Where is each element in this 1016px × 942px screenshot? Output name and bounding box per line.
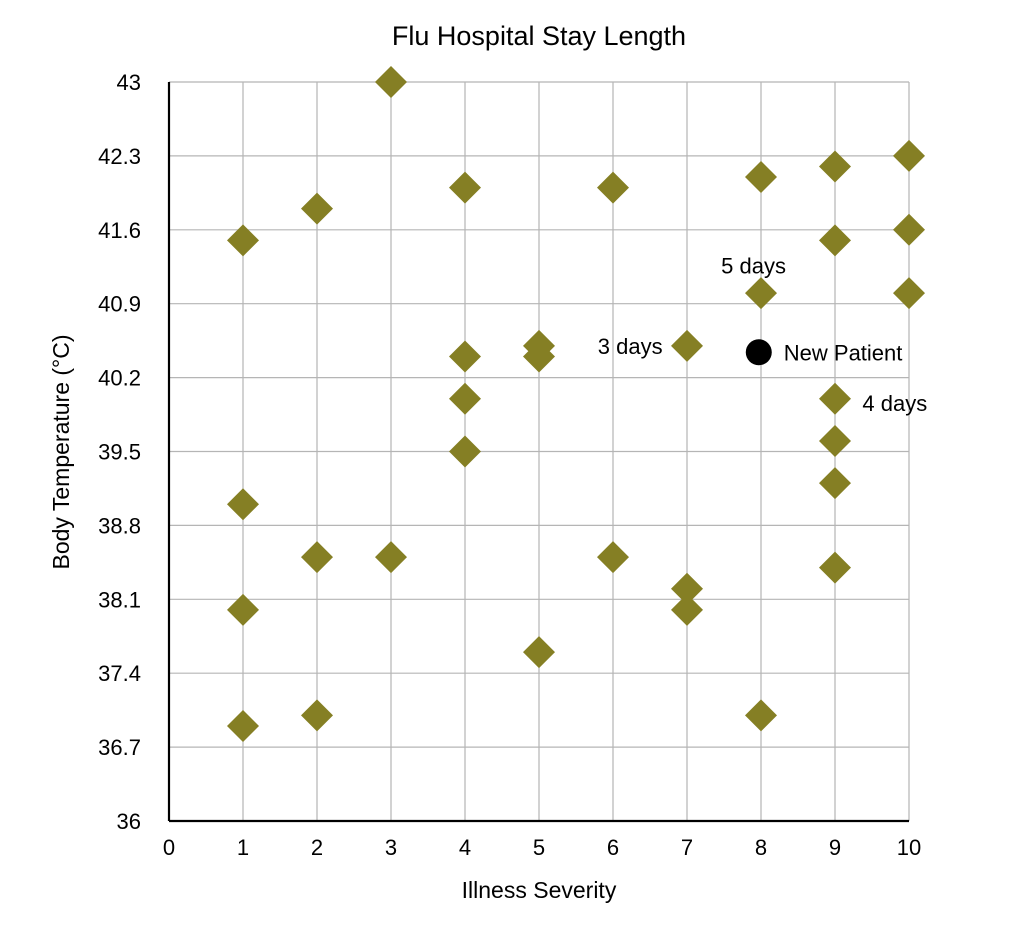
data-point-diamond: [449, 340, 481, 373]
data-point-diamond: [449, 171, 481, 204]
y-tick-label: 37.4: [98, 661, 141, 686]
data-point-diamond: [227, 709, 259, 742]
y-tick-label: 36: [117, 809, 141, 834]
x-tick-label: 2: [311, 835, 323, 860]
y-tick-label: 38.1: [98, 587, 141, 612]
x-tick-label: 10: [897, 835, 921, 860]
x-tick-label: 5: [533, 835, 545, 860]
data-point-diamond: [597, 541, 629, 574]
x-tick-label: 7: [681, 835, 693, 860]
x-tick-label: 6: [607, 835, 619, 860]
data-point-diamond: [745, 699, 777, 732]
x-tick-label: 1: [237, 835, 249, 860]
x-tick-label: 9: [829, 835, 841, 860]
x-tick-label: 3: [385, 835, 397, 860]
data-point-diamond: [227, 488, 259, 521]
x-tick-label: 4: [459, 835, 471, 860]
annotation-label: 4 days: [862, 391, 927, 416]
data-point-diamond: [671, 329, 703, 362]
x-tick-label: 8: [755, 835, 767, 860]
data-point-diamond: [523, 636, 555, 669]
y-tick-label: 42.3: [98, 144, 141, 169]
data-point-diamond: [745, 161, 777, 194]
y-axis-label: Body Temperature (°C): [48, 334, 74, 569]
data-point-diamond: [819, 424, 851, 457]
annotation-label: 5 days: [721, 254, 786, 279]
data-point-diamond: [819, 551, 851, 584]
data-point-diamond: [301, 192, 333, 225]
y-tick-label: 41.6: [98, 218, 141, 243]
data-point-diamond: [819, 150, 851, 183]
data-point-diamond: [301, 699, 333, 732]
chart-title: Flu Hospital Stay Length: [392, 21, 686, 51]
data-point-diamond: [745, 277, 777, 310]
data-point-diamond: [893, 213, 925, 246]
y-tick-label: 43: [117, 70, 141, 95]
data-point-diamond: [227, 224, 259, 257]
data-point-diamond: [375, 66, 407, 98]
data-point-diamond: [523, 340, 555, 373]
data-point-diamond: [301, 541, 333, 574]
y-tick-label: 40.9: [98, 292, 141, 317]
annotations: New Patient 5 days 3 days 4 days: [598, 254, 927, 416]
data-points: [227, 66, 925, 742]
annotation-label: 3 days: [598, 334, 663, 359]
data-point-diamond: [893, 277, 925, 310]
y-tick-label: 39.5: [98, 440, 141, 465]
data-point-diamond: [671, 593, 703, 626]
tick-labels: 0 1 2 3 4 5 6 7 8 9 10 36 36.7 37.4 38.1 38.8 39.5 40.2 40…: [98, 70, 921, 860]
y-tick-label: 40.2: [98, 366, 141, 391]
y-tick-label: 38.8: [98, 513, 141, 538]
data-point-diamond: [449, 435, 481, 468]
grid: [169, 81, 910, 821]
data-point-diamond: [819, 382, 851, 415]
x-axis-label: Illness Severity: [462, 877, 617, 903]
new-patient-point: [745, 339, 772, 366]
data-point-diamond: [449, 382, 481, 415]
data-point-diamond: [893, 139, 925, 172]
data-point-diamond: [375, 541, 407, 574]
data-point-diamond: [597, 171, 629, 204]
axes: [167, 82, 909, 823]
data-point-diamond: [819, 467, 851, 500]
data-point-diamond: [819, 224, 851, 257]
y-tick-label: 36.7: [98, 735, 141, 760]
data-point-diamond: [671, 572, 703, 605]
x-tick-label: 0: [163, 835, 175, 860]
data-point-diamond: [227, 593, 259, 626]
new-patient-label: New Patient: [784, 340, 903, 365]
